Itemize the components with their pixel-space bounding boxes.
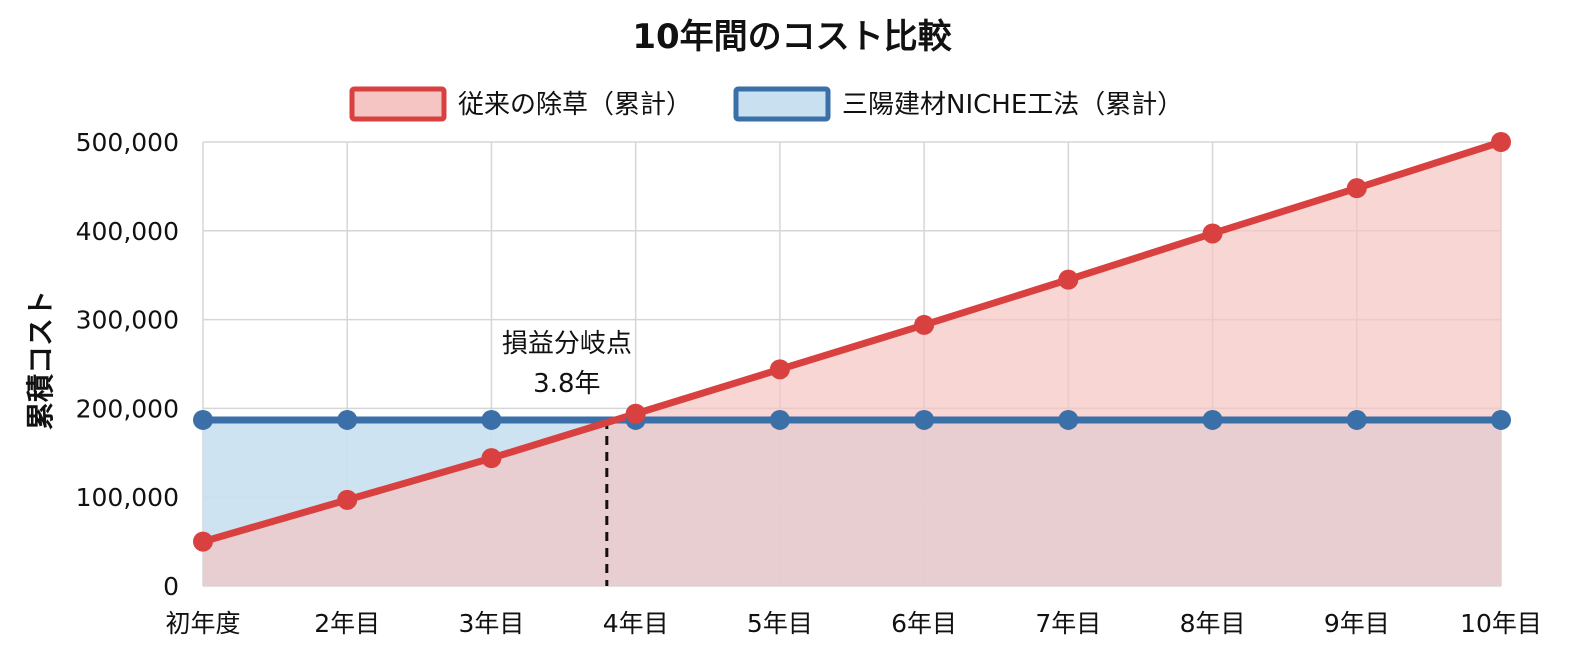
chart-title: 10年間のコスト比較	[632, 17, 952, 57]
y-tick-label: 100,000	[76, 483, 179, 512]
point-series-0	[1202, 223, 1223, 244]
point-series-0	[914, 314, 935, 335]
point-series-0	[1346, 178, 1367, 199]
x-tick-label: 3年目	[458, 609, 524, 638]
y-axis-title: 累積コスト	[24, 290, 57, 430]
breakeven-annotation: 損益分岐点 3.8年	[502, 329, 632, 586]
legend-label-niche: 三陽建材NICHE工法（累計）	[842, 90, 1183, 120]
x-tick-label: 5年目	[747, 609, 813, 638]
y-tick-label: 500,000	[76, 128, 179, 157]
series-points	[193, 132, 1511, 552]
x-tick-label: 10年目	[1460, 609, 1542, 638]
x-tick-label: 8年目	[1180, 609, 1246, 638]
series-areas	[203, 142, 1501, 586]
x-tick-label: 初年度	[165, 609, 240, 638]
point-series-1	[769, 409, 790, 430]
point-series-0	[1058, 269, 1079, 290]
breakeven-label: 損益分岐点	[502, 329, 632, 359]
point-series-1	[481, 409, 502, 430]
point-series-1	[1491, 409, 1511, 430]
legend-label-conventional: 従来の除草（累計）	[458, 90, 692, 120]
y-tick-label: 300,000	[76, 306, 179, 335]
y-axis-ticks: 0 100,000 200,000 300,000 400,000 500,000	[76, 128, 179, 601]
point-series-0	[769, 359, 790, 380]
y-tick-label: 0	[163, 572, 179, 601]
point-series-1	[1202, 409, 1223, 430]
x-tick-label: 9年目	[1324, 609, 1390, 638]
y-tick-label: 400,000	[76, 217, 179, 246]
point-series-0	[193, 531, 213, 552]
line-series-0	[202, 138, 1503, 545]
point-series-1	[1346, 409, 1367, 430]
x-tick-label: 4年目	[603, 609, 669, 638]
point-series-1	[1058, 409, 1079, 430]
area-series-0	[203, 142, 1501, 586]
legend-swatch-conventional	[349, 86, 447, 122]
y-tick-label: 200,000	[76, 394, 179, 423]
point-series-1	[337, 409, 358, 430]
point-series-0	[481, 448, 502, 469]
x-tick-label: 6年目	[891, 609, 957, 638]
legend: 従来の除草（累計） 三陽建材NICHE工法（累計）	[349, 86, 1183, 122]
series-lines	[202, 138, 1503, 545]
x-axis-ticks: 初年度 2年目 3年目 4年目 5年目 6年目 7年目 8年目 9年目 10年目	[165, 609, 1541, 638]
point-series-1	[914, 409, 935, 430]
breakeven-value: 3.8年	[533, 369, 600, 399]
point-series-0	[1491, 132, 1511, 152]
legend-swatch-niche	[733, 86, 831, 122]
point-series-0	[625, 403, 646, 424]
x-tick-label: 2年目	[314, 609, 380, 638]
x-tick-label: 7年目	[1035, 609, 1101, 638]
point-series-1	[193, 409, 213, 430]
point-series-0	[337, 489, 358, 510]
